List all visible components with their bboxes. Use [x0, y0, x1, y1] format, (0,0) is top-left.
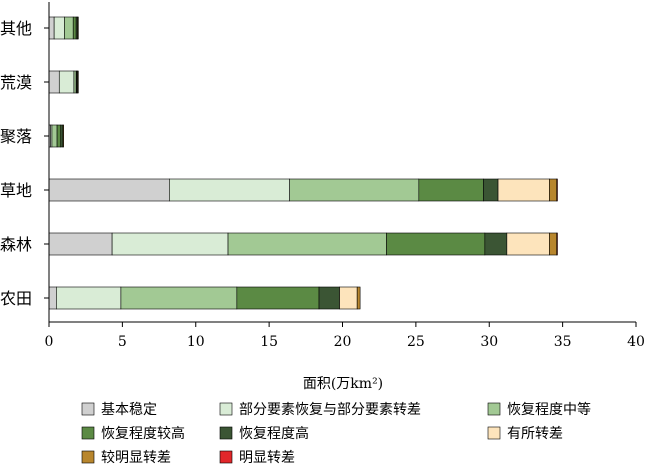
category-label-2: 聚落: [0, 127, 32, 146]
bar-segment-0-2: [64, 16, 74, 40]
bar-segment-5-1: [56, 286, 122, 310]
x-tick-label-8: 40: [627, 334, 645, 350]
bars-layer: [48, 16, 558, 310]
bar-segment-3-4: [483, 178, 499, 202]
bar-segment-4-7: [556, 232, 558, 256]
bar-segment-3-6: [549, 178, 558, 202]
legend-label-4: 恢复程度高: [239, 425, 309, 442]
bar-segment-0-1: [53, 16, 65, 40]
legend-label-1: 部分要素恢复与部分要素转差: [239, 401, 421, 418]
bar-segment-4-4: [484, 232, 508, 256]
bar-segment-2-3: [56, 124, 62, 148]
bar-segment-2-6: [62, 124, 64, 148]
bar-segment-3-1: [169, 178, 290, 202]
x-tick-label-6: 30: [480, 334, 498, 350]
legend-swatch-5: [487, 426, 501, 440]
legend-label-7: 明显转差: [239, 450, 295, 466]
bar-segment-5-4: [318, 286, 340, 310]
legend-swatch-7: [219, 450, 233, 464]
bar-segment-3-3: [418, 178, 484, 202]
legend-swatch-4: [219, 426, 233, 440]
category-label-1: 荒漠: [0, 73, 32, 92]
x-tick-label-7: 35: [554, 334, 572, 350]
bar-segment-4-3: [386, 232, 486, 256]
bar-segment-3-7: [556, 178, 558, 202]
legend-swatch-6: [81, 450, 95, 464]
x-tick-label-0: 0: [45, 334, 54, 350]
bar-segment-4-0: [48, 232, 113, 256]
x-axis-title: 面积(万km²): [303, 376, 383, 392]
bar-segment-4-6: [549, 232, 558, 256]
legend-label-3: 恢复程度较高: [101, 425, 185, 442]
legend-swatch-0: [81, 402, 95, 416]
x-tick-label-2: 10: [187, 334, 205, 350]
x-tick-label-3: 15: [260, 334, 278, 350]
axes-layer: [44, 2, 637, 327]
bar-segment-0-3: [72, 16, 77, 40]
bar-segment-4-5: [506, 232, 550, 256]
bar-segment-5-5: [339, 286, 358, 310]
bar-segment-1-6: [77, 70, 79, 94]
x-tick-labels: 0 5 10 15 20 25 30 35 40: [45, 334, 645, 350]
bar-segment-5-3: [236, 286, 320, 310]
x-tick-label-4: 20: [334, 334, 352, 350]
bar-segment-1-0: [48, 70, 60, 94]
bar-segment-5-0: [48, 286, 57, 310]
bar-segment-1-1: [58, 70, 75, 94]
legend-swatch-2: [487, 402, 501, 416]
bar-segment-2-2: [51, 124, 58, 148]
bar-segment-3-2: [289, 178, 420, 202]
x-tick-label-1: 5: [118, 334, 127, 350]
bar-segment-3-5: [497, 178, 550, 202]
bar-segment-5-6: [356, 286, 361, 310]
bar-segment-4-2: [227, 232, 387, 256]
legend-swatch-1: [219, 402, 233, 416]
bar-segment-5-2: [120, 286, 238, 310]
x-tick-label-5: 25: [407, 334, 425, 350]
legend-label-0: 基本稳定: [101, 401, 157, 418]
bar-segment-0-6: [77, 16, 79, 40]
category-label-4: 森林: [0, 235, 32, 254]
bar-segment-4-1: [111, 232, 229, 256]
bar-segment-3-0: [48, 178, 170, 202]
bar-segment-1-2: [73, 70, 77, 94]
category-label-3: 草地: [0, 181, 32, 200]
bar-segment-2-4: [60, 124, 64, 148]
legend-label-6: 较明显转差: [101, 450, 171, 466]
legend-swatch-3: [81, 426, 95, 440]
category-label-5: 农田: [0, 289, 32, 308]
bar-segment-0-0: [48, 16, 55, 40]
legend-label-2: 恢复程度中等: [507, 401, 591, 418]
legend-label-5: 有所转差: [507, 426, 563, 442]
category-label-0: 其他: [0, 19, 32, 38]
